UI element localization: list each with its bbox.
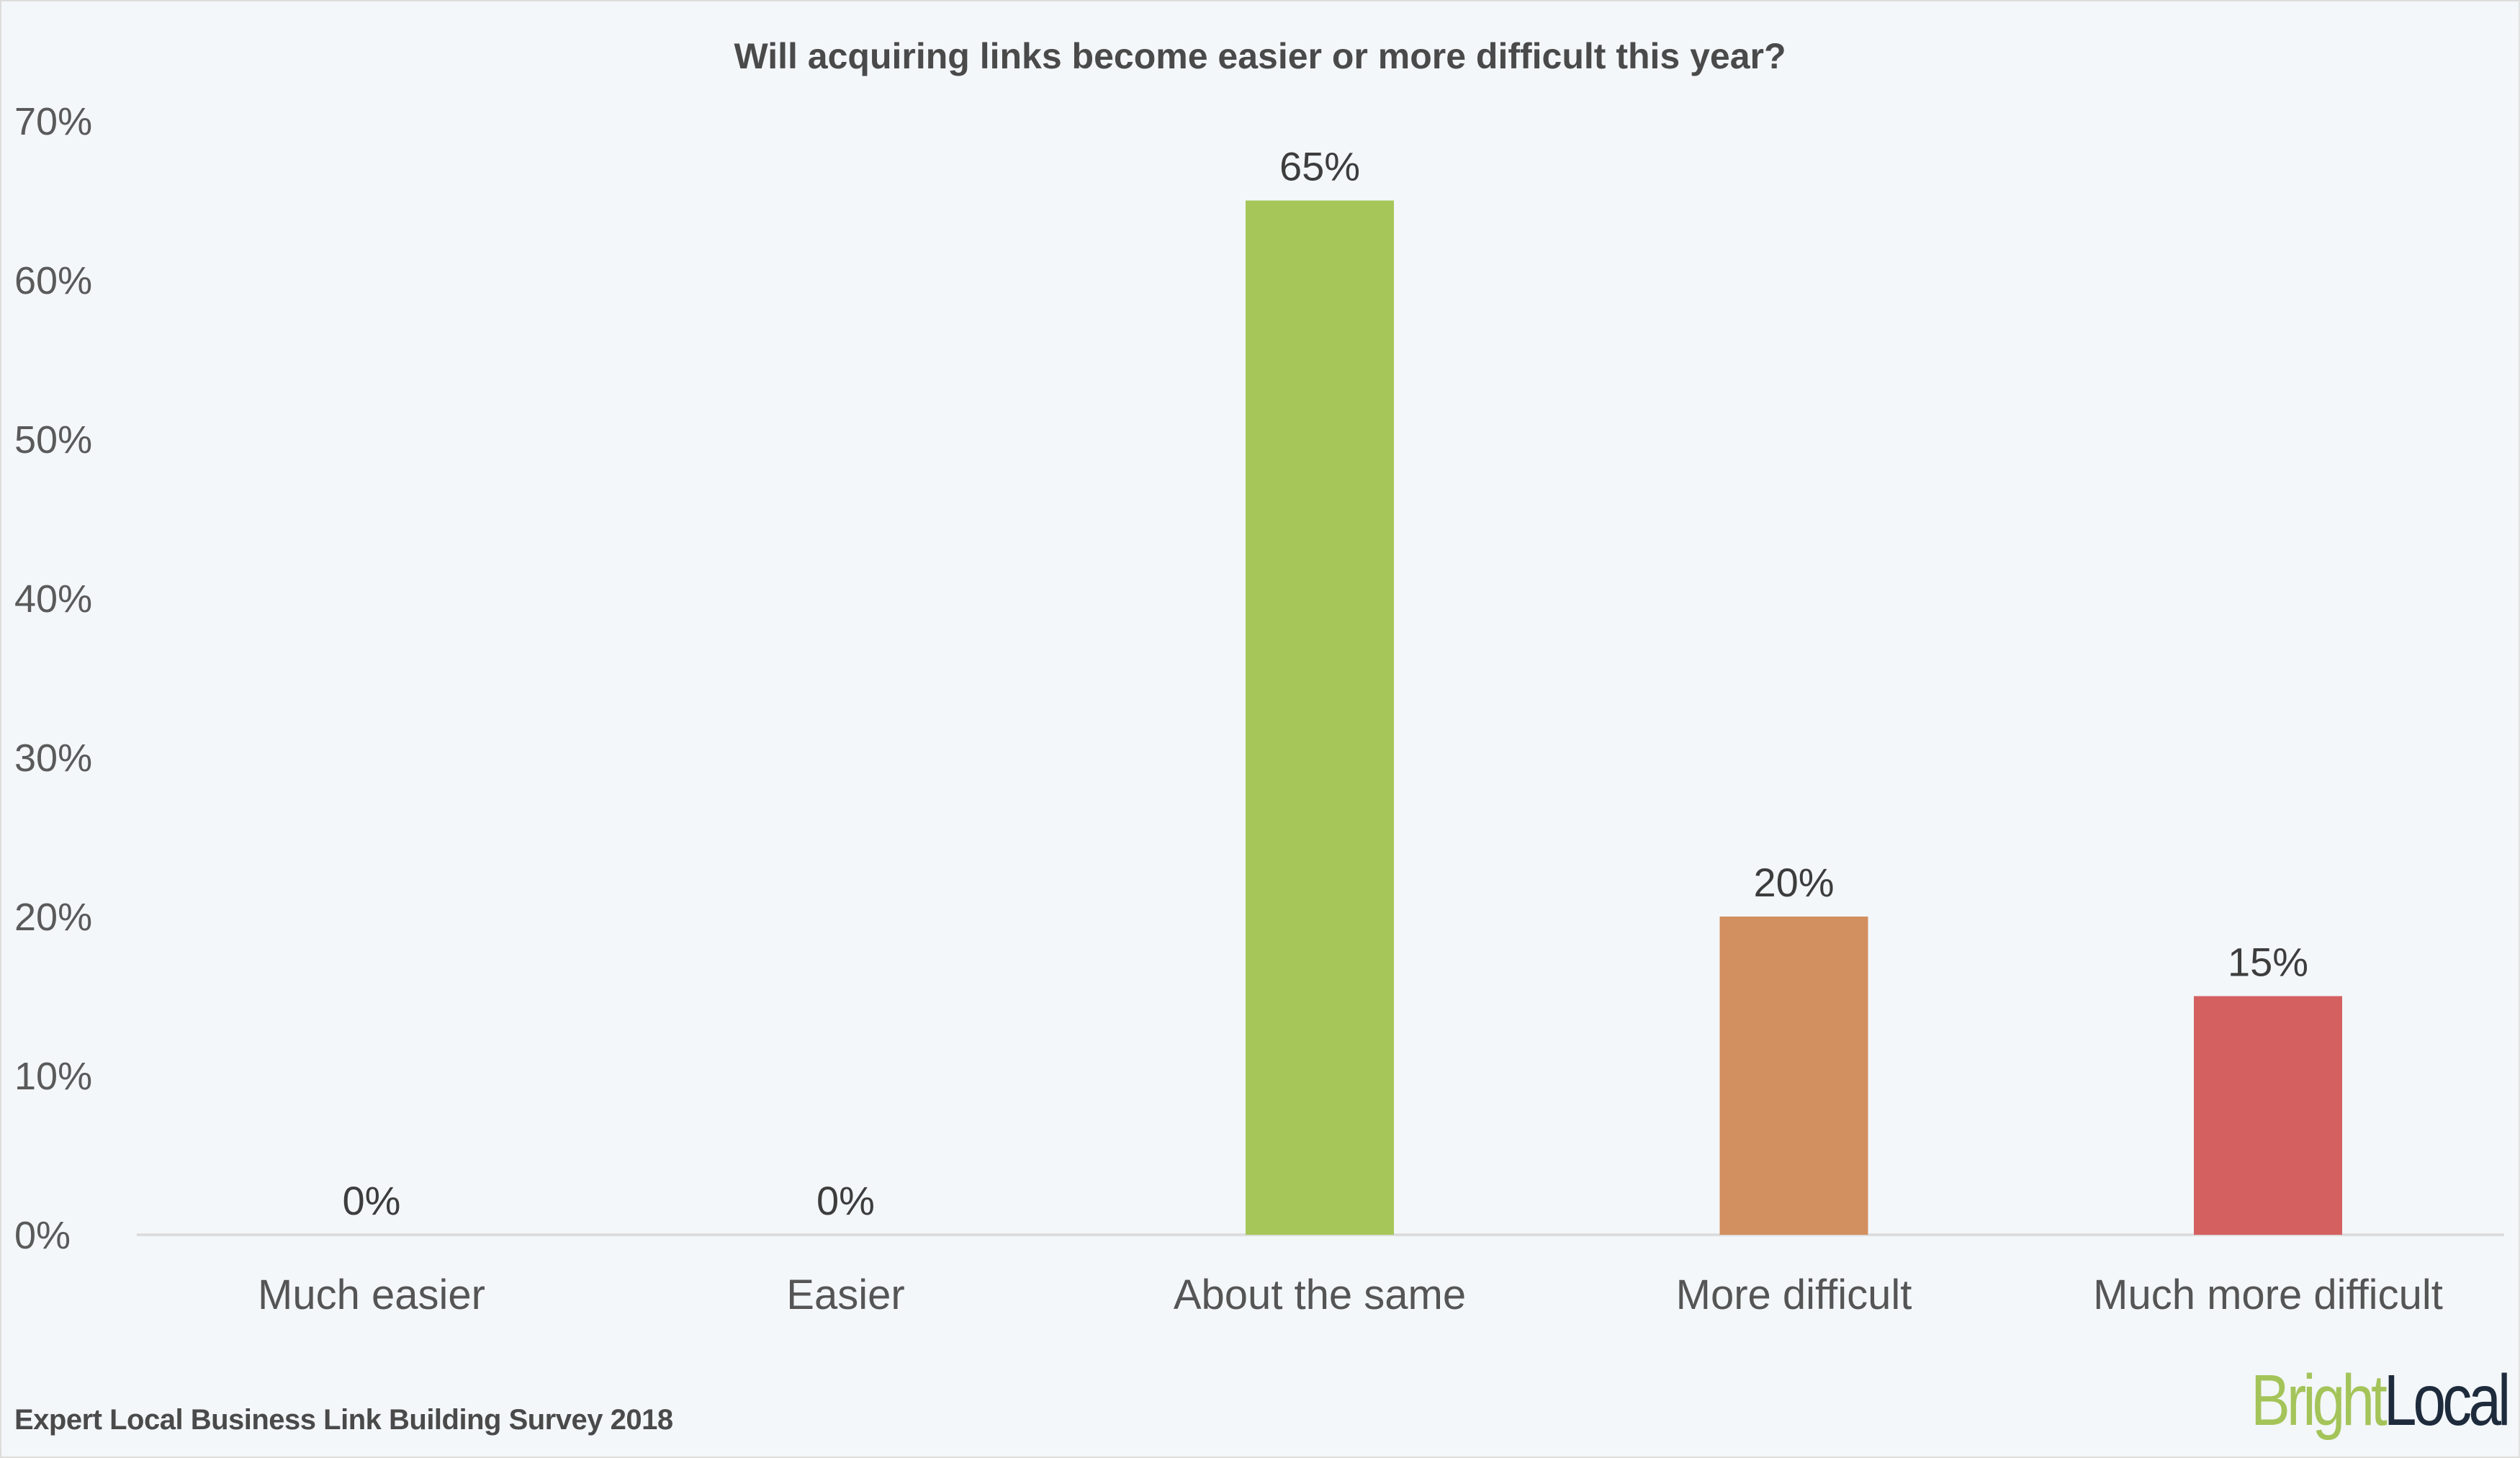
chart-title: Will acquiring links become easier or mo… bbox=[734, 36, 1786, 76]
logo-part-local: Local bbox=[2383, 1360, 2511, 1441]
x-tick-label: Easier bbox=[786, 1272, 904, 1318]
y-axis: 0% 10% 20% 30% 40% 50% 60% 70% bbox=[14, 100, 92, 1257]
brightlocal-logo: BrightLocal bbox=[2251, 1364, 2511, 1436]
y-tick-label: 60% bbox=[14, 259, 92, 302]
x-tick-label: About the same bbox=[1174, 1272, 1466, 1318]
data-labels: 0% 0% 65% 20% 15% bbox=[343, 144, 2309, 1224]
bar bbox=[1246, 200, 1394, 1235]
source-footer: Expert Local Business Link Building Surv… bbox=[14, 1404, 673, 1436]
x-axis: Much easier Easier About the same More diff… bbox=[258, 1272, 2443, 1318]
x-tick-label: Much easier bbox=[258, 1272, 485, 1318]
data-label: 20% bbox=[1753, 860, 1834, 905]
x-tick-label: More difficult bbox=[1676, 1272, 1912, 1318]
logo-part-bright: Bright bbox=[2250, 1360, 2388, 1441]
y-tick-label: 70% bbox=[14, 100, 92, 143]
bar bbox=[1719, 917, 1868, 1235]
x-tick-label: Much more difficult bbox=[2093, 1272, 2443, 1318]
y-tick-label: 50% bbox=[14, 418, 92, 462]
bar bbox=[2194, 996, 2342, 1235]
y-tick-label: 40% bbox=[14, 577, 92, 621]
y-tick-label: 30% bbox=[14, 737, 92, 780]
y-tick-label: 0% bbox=[14, 1214, 71, 1257]
data-label: 15% bbox=[2228, 940, 2308, 985]
data-label: 0% bbox=[816, 1178, 875, 1223]
data-label: 65% bbox=[1279, 144, 1360, 189]
data-label: 0% bbox=[343, 1178, 401, 1223]
y-tick-label: 20% bbox=[14, 896, 92, 939]
bars bbox=[1246, 200, 2342, 1235]
y-tick-label: 10% bbox=[14, 1055, 92, 1098]
